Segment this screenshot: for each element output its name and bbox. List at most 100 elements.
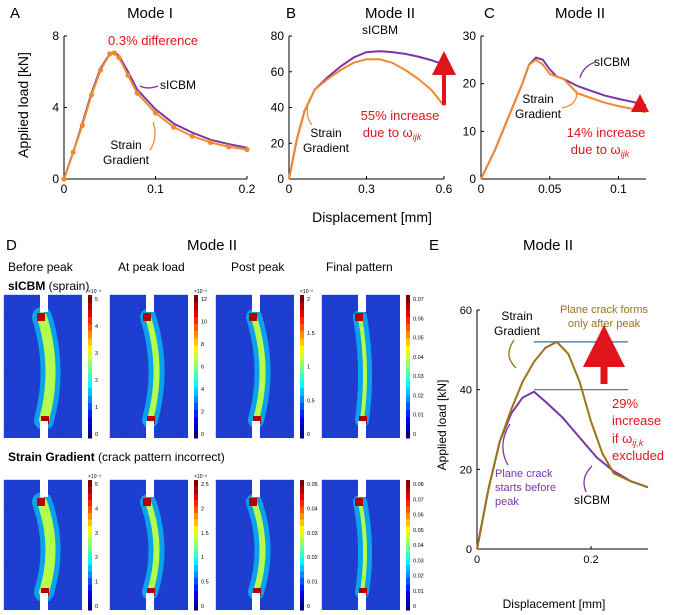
colorbar-segment: [194, 603, 198, 611]
colorbar-tick-label: 0.04: [413, 355, 424, 361]
colorbar-segment: [300, 584, 304, 591]
colorbar-segment: [88, 571, 92, 578]
colorbar-segment: [88, 387, 92, 396]
annotation-c-strain-2: Gradient: [515, 107, 562, 121]
colorbar-tick-label: 0.02: [413, 393, 424, 399]
data-point: [134, 90, 140, 96]
colorbar-segment: [88, 506, 92, 513]
y-tick-label: 10: [463, 124, 477, 138]
crack-band: [37, 497, 56, 597]
field-plot: [215, 294, 294, 439]
colorbar-segment: [406, 590, 410, 598]
colorbar-segment: [88, 538, 92, 546]
annotation-e-increase-3: if ωij,k: [612, 431, 644, 448]
colorbar-segment: [300, 480, 304, 487]
hotspot: [143, 313, 151, 321]
colorbar-segment: [88, 416, 92, 425]
data-point: [226, 144, 232, 150]
data-point: [116, 54, 122, 61]
colorbar: 5 4 3 2 1 0 ×10⁻³: [88, 289, 101, 439]
annotation-e-start-2: starts before: [495, 482, 556, 494]
colorbar-scale: ×10⁻³: [88, 289, 101, 295]
colorbar-segment: [194, 577, 198, 585]
e-strain-pointer: [508, 339, 517, 369]
top-notch: [252, 294, 260, 312]
colorbar-segment: [88, 373, 92, 382]
colorbar-segment: [300, 416, 304, 425]
hotspot: [41, 416, 49, 424]
annotation-b-strain-2: Gradient: [303, 141, 350, 155]
colorbar-segment: [300, 512, 304, 520]
colorbar-segment: [194, 545, 198, 552]
colorbar-segment: [194, 571, 198, 578]
colorbar-segment: [300, 545, 304, 552]
colorbar-segment: [194, 512, 198, 520]
colorbar-tick-label: 2.5: [201, 482, 209, 488]
chart-a: 0 0.1 0.2 0 4 8: [52, 29, 255, 196]
colorbar-tick-label: 0: [201, 432, 204, 438]
colorbar-segment: [194, 493, 198, 500]
annotation-b-strain-1: Strain: [310, 126, 341, 140]
field-plot: [215, 479, 294, 611]
colorbar-segment: [300, 323, 304, 332]
colorbar-tick-label: 0.01: [307, 580, 318, 586]
data-point: [189, 133, 195, 139]
colorbar-segment: [194, 373, 198, 382]
data-point: [171, 124, 177, 130]
annotation-e-increase-4: excluded: [612, 448, 664, 463]
field-plot: [109, 479, 188, 611]
colorbar-tick-label: 2: [307, 297, 310, 303]
colorbar-segment: [406, 532, 410, 539]
row2-label: Strain Gradient (crack pattern incorrect…: [8, 450, 225, 464]
x-tick-label: 0.1: [610, 182, 627, 196]
colorbar-segment: [194, 597, 198, 604]
annotation-a-strain-1: Strain: [110, 138, 141, 152]
colorbar: 2.5 2 1.5 1 0.5 0 ×10⁻³: [194, 474, 209, 611]
colorbar-tick-label: 0: [413, 432, 416, 438]
y-tick-label: 0: [466, 544, 472, 556]
colorbar-tick-label: 0.02: [307, 555, 318, 561]
colorbar-tick-label: 4: [95, 506, 98, 512]
colorbar-tick-label: 2: [95, 555, 98, 561]
hotspot: [143, 498, 151, 506]
colorbar-tick-label: 8: [201, 342, 204, 348]
data-point: [98, 67, 104, 73]
colorbar-segment: [194, 295, 198, 303]
bottom-notch: [40, 421, 48, 439]
colorbar-segment: [88, 423, 92, 432]
y-tick-label: 0: [277, 172, 284, 186]
colorbar-tick-label: 0.03: [413, 374, 424, 380]
colorbar-segment: [406, 512, 410, 520]
colorbar-tick-label: 6: [201, 365, 204, 371]
colorbar-tick-label: 1: [307, 365, 310, 371]
colorbar-segment: [406, 366, 410, 375]
y-tick-label: 0: [469, 172, 476, 186]
x-tick-label: 0.2: [583, 554, 598, 566]
colorbar-segment: [406, 352, 410, 360]
colorbar-segment: [406, 309, 410, 317]
colorbar-segment: [194, 486, 198, 494]
colorbar-segment: [300, 519, 304, 526]
panel-letter-d: D: [6, 237, 17, 254]
annotation-c-increase-1: 14% increase: [567, 125, 646, 140]
colorbar-segment: [300, 409, 304, 418]
colorbar-segment: [406, 584, 410, 591]
colorbar-segment: [300, 577, 304, 585]
colorbar-segment: [300, 402, 304, 410]
colorbar-segment: [194, 430, 198, 439]
colorbar-tick-label: 0.5: [201, 580, 209, 586]
colorbar-segment: [300, 316, 304, 325]
colorbar-segment: [406, 597, 410, 604]
colorbar-segment: [300, 423, 304, 432]
colorbar-segment: [406, 402, 410, 410]
panel-letter-a: A: [10, 5, 20, 22]
colorbar-segment: [406, 295, 410, 303]
e-y-axis-label: Applied load [kN]: [435, 380, 449, 471]
colorbar-segment: [300, 486, 304, 494]
colorbar-tick-label: 3: [95, 531, 98, 537]
field-plot: [3, 294, 82, 439]
colorbar-segment: [300, 603, 304, 611]
colorbar-segment: [406, 359, 410, 367]
colorbar-segment: [194, 519, 198, 526]
colorbar-segment: [300, 359, 304, 367]
